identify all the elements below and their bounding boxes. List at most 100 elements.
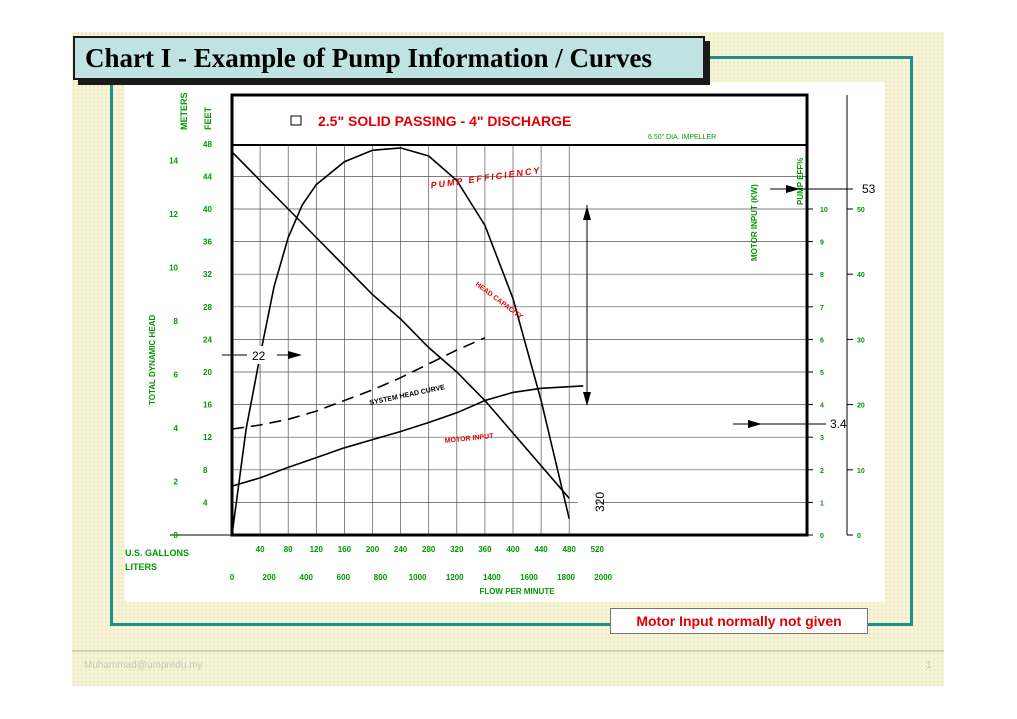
motor-tick-label: 10	[820, 207, 828, 214]
y-unit-meters: METERS	[179, 92, 189, 130]
chart-title: 2.5" SOLID PASSING - 4" DISCHARGE	[318, 113, 571, 129]
x-tick-liters: 1800	[557, 573, 575, 582]
x-tick-gallons: 360	[478, 545, 492, 554]
y-tick-meters: 0	[174, 531, 179, 540]
y-axis-title: TOTAL DYNAMIC HEAD	[148, 315, 157, 405]
y-unit-feet: FEET	[203, 106, 213, 130]
eff-tick-label: 30	[857, 337, 865, 344]
motor-tick-label: 5	[820, 370, 824, 377]
series-line-system-head-curve	[231, 337, 486, 430]
motor-tick-label: 1	[820, 500, 824, 507]
x-tick-gallons: 240	[394, 545, 408, 554]
y-tick-meters: 8	[174, 317, 179, 326]
series-line-motor-input	[231, 385, 584, 487]
series-label-system-head: SYSTEM HEAD CURVE	[369, 384, 446, 407]
chart-background	[125, 82, 885, 602]
eff-tick-label: 0	[857, 533, 861, 540]
x-tick-liters: 1600	[520, 573, 538, 582]
y-tick-feet: 36	[203, 238, 212, 247]
series-label-head-capacity: HEAD CAPACITY	[474, 281, 524, 321]
motor-input-note: Motor Input normally not given	[610, 608, 868, 634]
x-tick-liters: 2000	[594, 573, 612, 582]
marker-22-bg	[247, 346, 277, 364]
marker-53-arrow	[786, 185, 800, 193]
x-tick-gallons: 120	[310, 545, 324, 554]
chart-curves	[231, 147, 584, 536]
y-tick-feet: 12	[203, 433, 212, 442]
chart-subtitle: 6.50" DIA. IMPELLER	[648, 134, 716, 141]
x-tick-gallons: 200	[366, 545, 380, 554]
x-tick-liters: 1400	[483, 573, 501, 582]
x-tick-gallons: 280	[422, 545, 436, 554]
y-tick-feet: 20	[203, 368, 212, 377]
motor-tick-label: 3	[820, 435, 824, 442]
y-tick-feet: 32	[203, 270, 212, 279]
marker-22-arrow	[288, 351, 302, 359]
plot-border	[170, 93, 848, 537]
footer-email: Muhammad@umpredu.my	[84, 660, 203, 671]
chart-labels: PUMP EFFICIENCY HEAD CAPACITY SYSTEM HEAD …	[125, 92, 876, 596]
x-tick-liters: 1000	[409, 573, 427, 582]
y-tick-feet: 40	[203, 205, 212, 214]
chart-grid	[232, 145, 807, 535]
footer-page-number: 1	[926, 660, 932, 671]
marker-320-arrow-up	[583, 206, 591, 220]
series-label-pump-efficiency: PUMP EFFICIENCY	[430, 165, 542, 190]
marker-53: 53	[862, 182, 876, 196]
x-tick-liters: 200	[262, 573, 276, 582]
x-tick-gallons: 160	[338, 545, 352, 554]
y-tick-feet: 4	[203, 498, 208, 507]
eff-tick-label: 10	[857, 468, 865, 475]
marker-320-arrow-down	[583, 392, 591, 406]
x-tick-liters: 0	[230, 573, 235, 582]
eff-tick-label: 20	[857, 403, 865, 410]
x-axis-title: FLOW PER MINUTE	[479, 587, 555, 596]
x-tick-liters: 1200	[446, 573, 464, 582]
series-line-pump-efficiency	[231, 147, 570, 536]
eff-tick-label: 50	[857, 207, 865, 214]
y-tick-feet: 16	[203, 401, 212, 410]
y-tick-meters: 4	[174, 424, 179, 433]
title-checkbox-icon	[290, 115, 302, 126]
marker-320: 320	[593, 492, 607, 512]
x-tick-gallons: 480	[563, 545, 577, 554]
motor-tick-label: 0	[820, 533, 824, 540]
motor-tick-label: 6	[820, 337, 824, 344]
marker-34: 3.4	[830, 417, 847, 431]
eff-unit-label: PUMP EFF%	[796, 158, 805, 205]
series-label-motor-input: MOTOR INPUT	[444, 433, 494, 445]
x-tick-gallons: 520	[591, 545, 605, 554]
x-tick-gallons: 440	[534, 545, 548, 554]
x-tick-gallons: 320	[450, 545, 464, 554]
x-tick-liters: 400	[300, 573, 314, 582]
x-tick-gallons: 400	[506, 545, 520, 554]
marker-34-arrow	[748, 420, 762, 428]
motor-tick-label: 8	[820, 272, 824, 279]
y-tick-feet: 44	[203, 172, 212, 181]
motor-tick-label: 2	[820, 468, 824, 475]
footer-divider	[72, 650, 944, 652]
x-unit-liters: LITERS	[125, 562, 157, 572]
y-tick-meters: 6	[174, 371, 179, 380]
motor-tick-label: 9	[820, 240, 824, 247]
x-tick-gallons: 80	[284, 545, 293, 554]
marker-22: 22	[252, 349, 266, 363]
y-tick-feet: 48	[203, 140, 212, 149]
y-tick-meters: 14	[169, 157, 178, 166]
x-tick-gallons: 40	[256, 545, 265, 554]
plot-frame	[230, 93, 809, 537]
y-tick-feet: 24	[203, 335, 212, 344]
series-line-head-capacity	[231, 151, 570, 499]
y-tick-feet: 8	[203, 466, 208, 475]
motor-unit-label: MOTOR INPUT (KW)	[750, 184, 759, 261]
motor-tick-label: 7	[820, 305, 824, 312]
y-tick-meters: 10	[169, 264, 178, 273]
marker-320-bg	[578, 494, 596, 530]
y-tick-meters: 2	[174, 478, 179, 487]
y-tick-feet: 28	[203, 303, 212, 312]
x-tick-liters: 600	[337, 573, 351, 582]
motor-tick-label: 4	[820, 403, 824, 410]
y-tick-meters: 12	[169, 210, 178, 219]
